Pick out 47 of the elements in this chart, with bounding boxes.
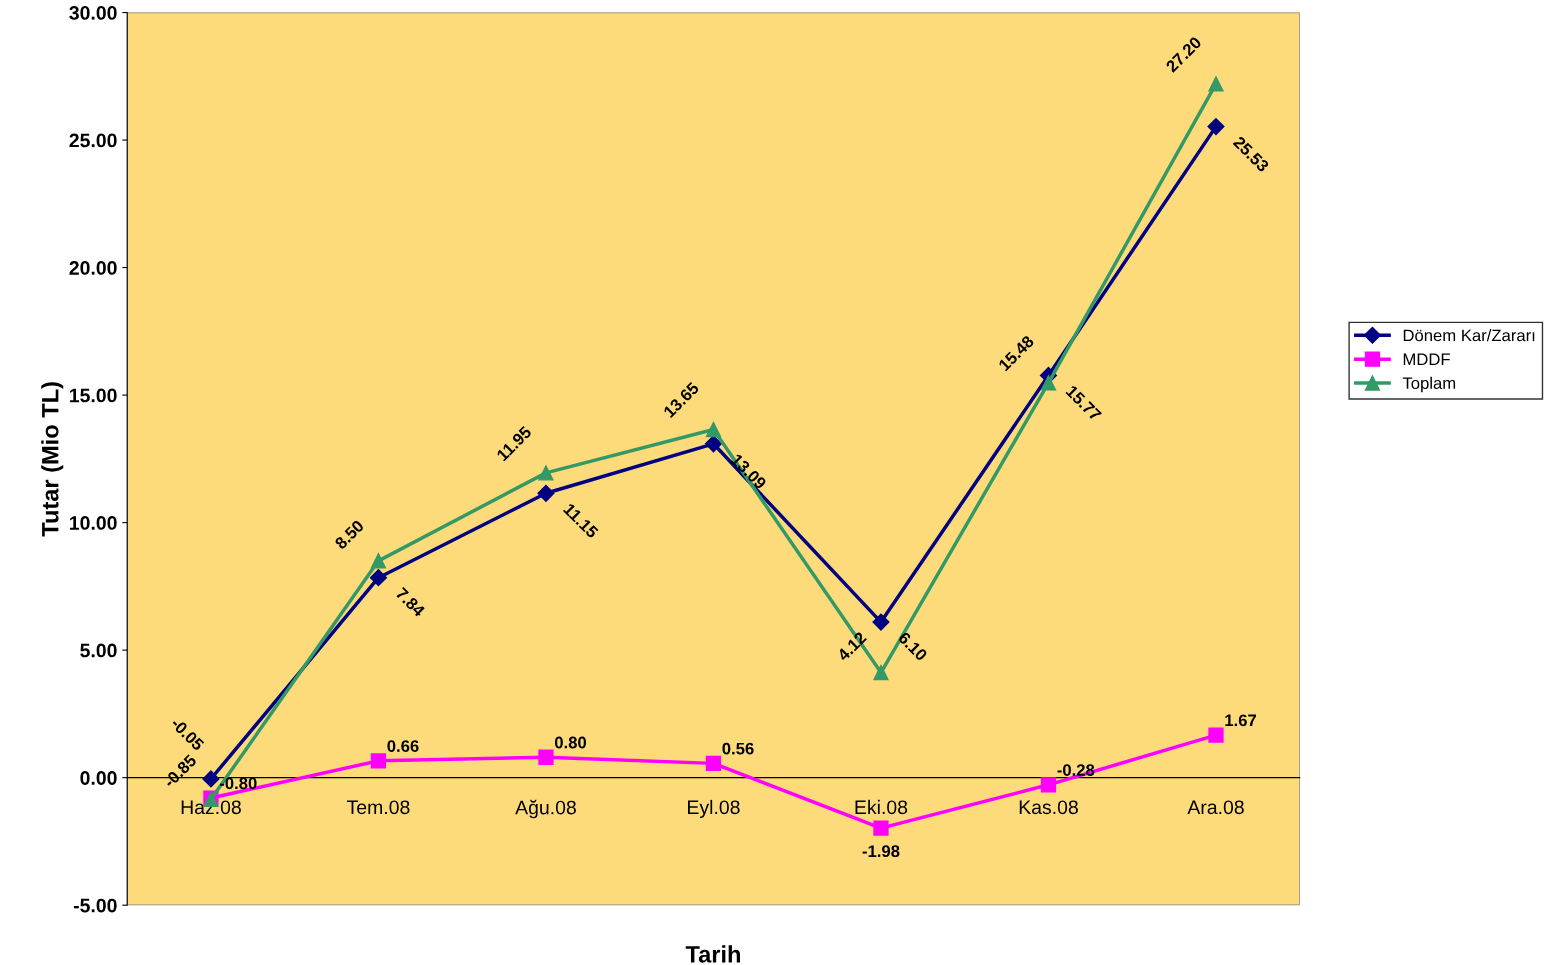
point bbox=[705, 421, 722, 438]
data-label: -0.28 bbox=[1057, 764, 1095, 776]
y-tick-label: 20.00 bbox=[69, 261, 117, 275]
x-tick-label: Haz.08 bbox=[181, 800, 241, 815]
data-label: 6.10 bbox=[897, 631, 928, 662]
point bbox=[538, 749, 554, 765]
x-tick-label: Ağu.08 bbox=[515, 799, 576, 819]
legend-label: Dönem Kar/Zararı bbox=[1403, 329, 1535, 342]
point bbox=[704, 435, 723, 453]
y-tick-label: -5.00 bbox=[73, 898, 117, 913]
x-axis-title: Tarih bbox=[685, 945, 740, 963]
y-tick-label: 0.00 bbox=[80, 771, 117, 785]
data-label: -1.98 bbox=[862, 845, 900, 858]
data-label: 8.50 bbox=[334, 519, 365, 550]
legend-label: MDDF bbox=[1403, 353, 1450, 365]
x-tick-label: Ara.08 bbox=[1187, 800, 1244, 815]
data-label: 0.80 bbox=[554, 736, 587, 749]
data-label: 0.56 bbox=[722, 742, 754, 755]
point bbox=[1040, 375, 1057, 391]
point bbox=[873, 664, 889, 681]
y-tick-label: 5.00 bbox=[80, 643, 117, 658]
x-tick-label: Tem.08 bbox=[347, 800, 410, 815]
x-tick-label: Eki.08 bbox=[855, 799, 908, 815]
y-axis-title: Tutar (Mio TL) bbox=[41, 382, 64, 537]
point bbox=[370, 553, 387, 569]
point bbox=[1040, 777, 1057, 793]
point bbox=[1208, 76, 1224, 92]
point bbox=[1207, 117, 1225, 136]
point bbox=[537, 484, 555, 502]
legend-label: Toplam bbox=[1402, 376, 1456, 393]
y-tick-label: 30.00 bbox=[69, 6, 117, 20]
x-tick-label: Eyl.08 bbox=[688, 799, 740, 818]
point bbox=[202, 770, 220, 788]
data-label: 0.66 bbox=[387, 740, 419, 752]
point bbox=[369, 569, 387, 587]
point bbox=[873, 820, 889, 836]
data-label: 4.12 bbox=[836, 631, 867, 662]
point bbox=[370, 753, 387, 769]
y-tick-label: 25.00 bbox=[69, 133, 117, 148]
y-tick-label: 10.00 bbox=[70, 516, 117, 530]
x-tick-label: Kas.08 bbox=[1019, 800, 1078, 815]
y-tick-label: 15.00 bbox=[70, 388, 117, 403]
data-label: 1.67 bbox=[1225, 714, 1257, 727]
point bbox=[538, 465, 554, 481]
point bbox=[872, 613, 890, 631]
point bbox=[705, 755, 722, 772]
point bbox=[1208, 727, 1224, 743]
